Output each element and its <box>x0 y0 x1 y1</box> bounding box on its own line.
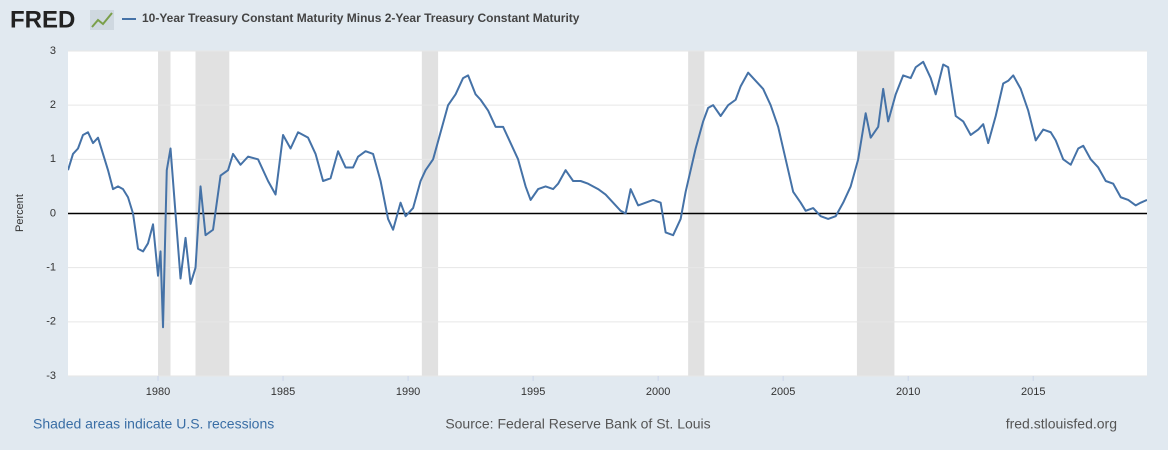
recession-note: Shaded areas indicate U.S. recessions <box>33 416 274 432</box>
x-tick-label: 2005 <box>771 386 795 398</box>
logo: FRED <box>10 6 75 33</box>
x-tick-label: 2010 <box>896 386 920 398</box>
legend-label: 10-Year Treasury Constant Maturity Minus… <box>142 11 580 25</box>
logo-icon <box>90 10 114 30</box>
source: Source: Federal Reserve Bank of St. Loui… <box>445 416 710 432</box>
y-tick-label: 1 <box>50 153 56 165</box>
y-tick-label: 2 <box>50 99 56 111</box>
y-tick-label: 3 <box>50 45 56 57</box>
series-line <box>68 60 1147 329</box>
x-tick-label: 2000 <box>646 386 670 398</box>
y-tick-label: -3 <box>46 370 56 382</box>
x-tick-label: 1980 <box>146 386 170 398</box>
y-axis-label: Percent <box>14 194 26 232</box>
x-tick-label: 1985 <box>271 386 295 398</box>
y-tick-label: 0 <box>50 207 56 219</box>
x-tick-label: 1990 <box>396 386 420 398</box>
y-tick-label: -1 <box>46 262 56 274</box>
site: fred.stlouisfed.org <box>1006 416 1117 432</box>
x-tick-label: 2015 <box>1021 386 1045 398</box>
y-tick-label: -2 <box>46 316 56 328</box>
x-tick-label: 1995 <box>521 386 545 398</box>
